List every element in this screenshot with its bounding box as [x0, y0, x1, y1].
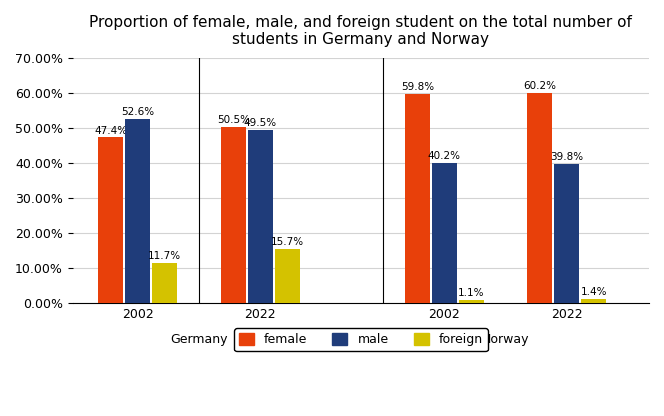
Text: 52.6%: 52.6%: [121, 107, 154, 117]
Bar: [98, 137, 123, 304]
Bar: [527, 93, 552, 304]
Text: Norway: Norway: [482, 333, 529, 346]
Text: 49.5%: 49.5%: [244, 118, 277, 129]
Text: 39.8%: 39.8%: [550, 152, 584, 162]
Text: 11.7%: 11.7%: [148, 251, 181, 261]
Text: 1.4%: 1.4%: [580, 287, 607, 297]
Bar: [221, 126, 246, 304]
Text: 40.2%: 40.2%: [428, 151, 461, 161]
Bar: [554, 164, 579, 304]
Bar: [405, 94, 430, 304]
Legend: female, male, foreign: female, male, foreign: [234, 328, 487, 351]
Bar: [248, 130, 273, 304]
Text: 1.1%: 1.1%: [458, 288, 485, 298]
Text: 50.5%: 50.5%: [217, 115, 250, 125]
Text: 59.8%: 59.8%: [400, 82, 434, 92]
Text: 15.7%: 15.7%: [271, 237, 304, 247]
Text: 60.2%: 60.2%: [523, 81, 556, 91]
Bar: [152, 262, 177, 304]
Bar: [459, 300, 483, 304]
Bar: [125, 119, 150, 304]
Bar: [432, 163, 457, 304]
Title: Proportion of female, male, and foreign student on the total number of
students : Proportion of female, male, and foreign …: [90, 15, 632, 47]
Bar: [582, 299, 606, 304]
Bar: [275, 248, 299, 304]
Text: 47.4%: 47.4%: [94, 126, 127, 136]
Text: Germany: Germany: [170, 333, 228, 346]
